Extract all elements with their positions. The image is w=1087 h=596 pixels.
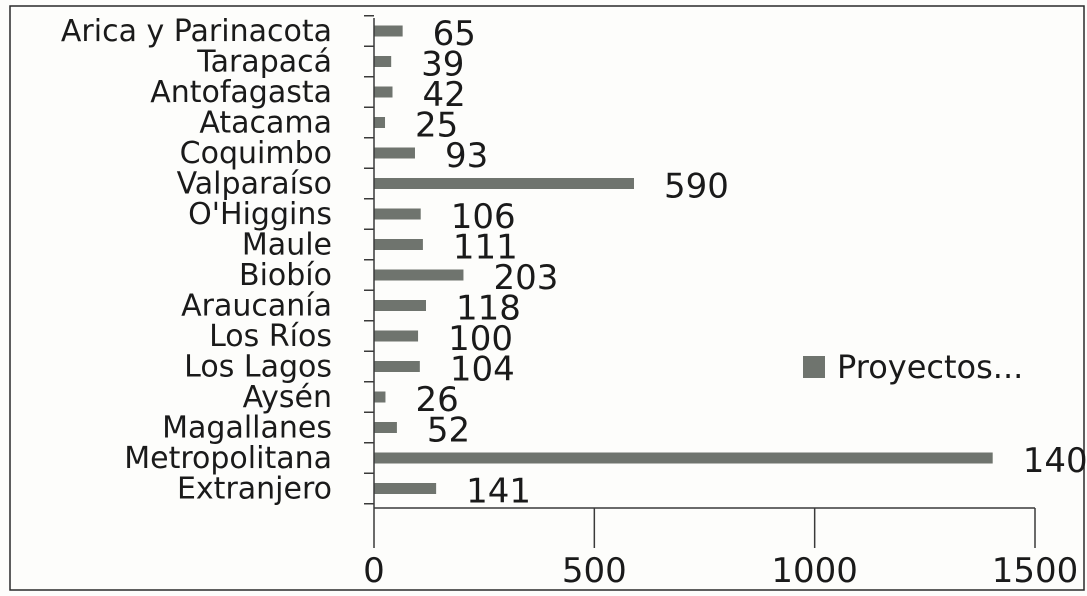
- bar: [374, 147, 415, 159]
- bar: [374, 208, 421, 220]
- legend: Proyectos...: [803, 348, 1023, 386]
- category-label: Extranjero: [177, 472, 332, 507]
- data-label: 590: [664, 167, 729, 207]
- data-label: 39: [421, 45, 464, 85]
- bar: [374, 56, 392, 67]
- category-label: Tarapacá: [196, 45, 332, 80]
- bar: [374, 361, 420, 372]
- x-tick-label: 1500: [992, 551, 1079, 591]
- data-label: 118: [456, 289, 521, 329]
- category-label: Los Lagos: [184, 350, 332, 385]
- legend-swatch: [803, 356, 825, 378]
- bar: [374, 86, 393, 98]
- bar: [374, 330, 419, 342]
- category-label: Antofagasta: [150, 75, 332, 110]
- data-label: 203: [493, 258, 558, 298]
- bar: [374, 300, 426, 311]
- category-label: Biobío: [239, 258, 332, 293]
- category-label: Valparaíso: [177, 167, 332, 202]
- bar: [374, 239, 423, 250]
- category-label: Metropolitana: [124, 441, 332, 476]
- bar: [374, 117, 386, 128]
- data-label: 52: [427, 411, 470, 451]
- category-label: Los Ríos: [209, 319, 332, 354]
- bar: [374, 452, 993, 464]
- data-label: 65: [433, 14, 476, 54]
- category-label: Coquimbo: [180, 136, 332, 171]
- category-label: Arica y Parinacota: [61, 14, 332, 49]
- x-tick-label: 0: [363, 551, 385, 591]
- category-label: Aysén: [243, 380, 332, 415]
- bar: [374, 25, 403, 37]
- category-label: Magallanes: [162, 411, 332, 446]
- data-label: 111: [453, 228, 518, 268]
- category-label: Araucanía: [181, 289, 332, 324]
- data-label: 26: [415, 380, 458, 420]
- data-label: 1404: [1023, 441, 1087, 481]
- bar: [374, 483, 437, 494]
- data-label: 141: [466, 472, 531, 512]
- bar: [374, 391, 386, 403]
- bar: [374, 269, 464, 281]
- category-label: O'Higgins: [188, 197, 332, 232]
- chart-border: [9, 5, 1085, 591]
- bar: [374, 178, 634, 189]
- data-label: 100: [448, 319, 513, 359]
- axis-layer: [364, 15, 1035, 509]
- data-label: 42: [423, 75, 466, 115]
- data-label: 25: [415, 106, 458, 146]
- legend-label: Proyectos...: [837, 348, 1023, 386]
- data-label: 106: [451, 197, 516, 237]
- category-label: Atacama: [199, 106, 332, 141]
- x-axis-ticks: 0 500 1000 1500: [363, 508, 1078, 591]
- data-label: 93: [445, 136, 488, 176]
- bars-layer: [374, 25, 993, 494]
- category-labels: Arica y ParinacotaTarapacáAntofagastaAta…: [61, 14, 332, 507]
- data-label: 104: [450, 350, 515, 390]
- x-tick-label: 500: [562, 551, 627, 591]
- bar: [374, 422, 397, 433]
- x-tick-label: 1000: [771, 551, 858, 591]
- category-label: Maule: [242, 228, 332, 263]
